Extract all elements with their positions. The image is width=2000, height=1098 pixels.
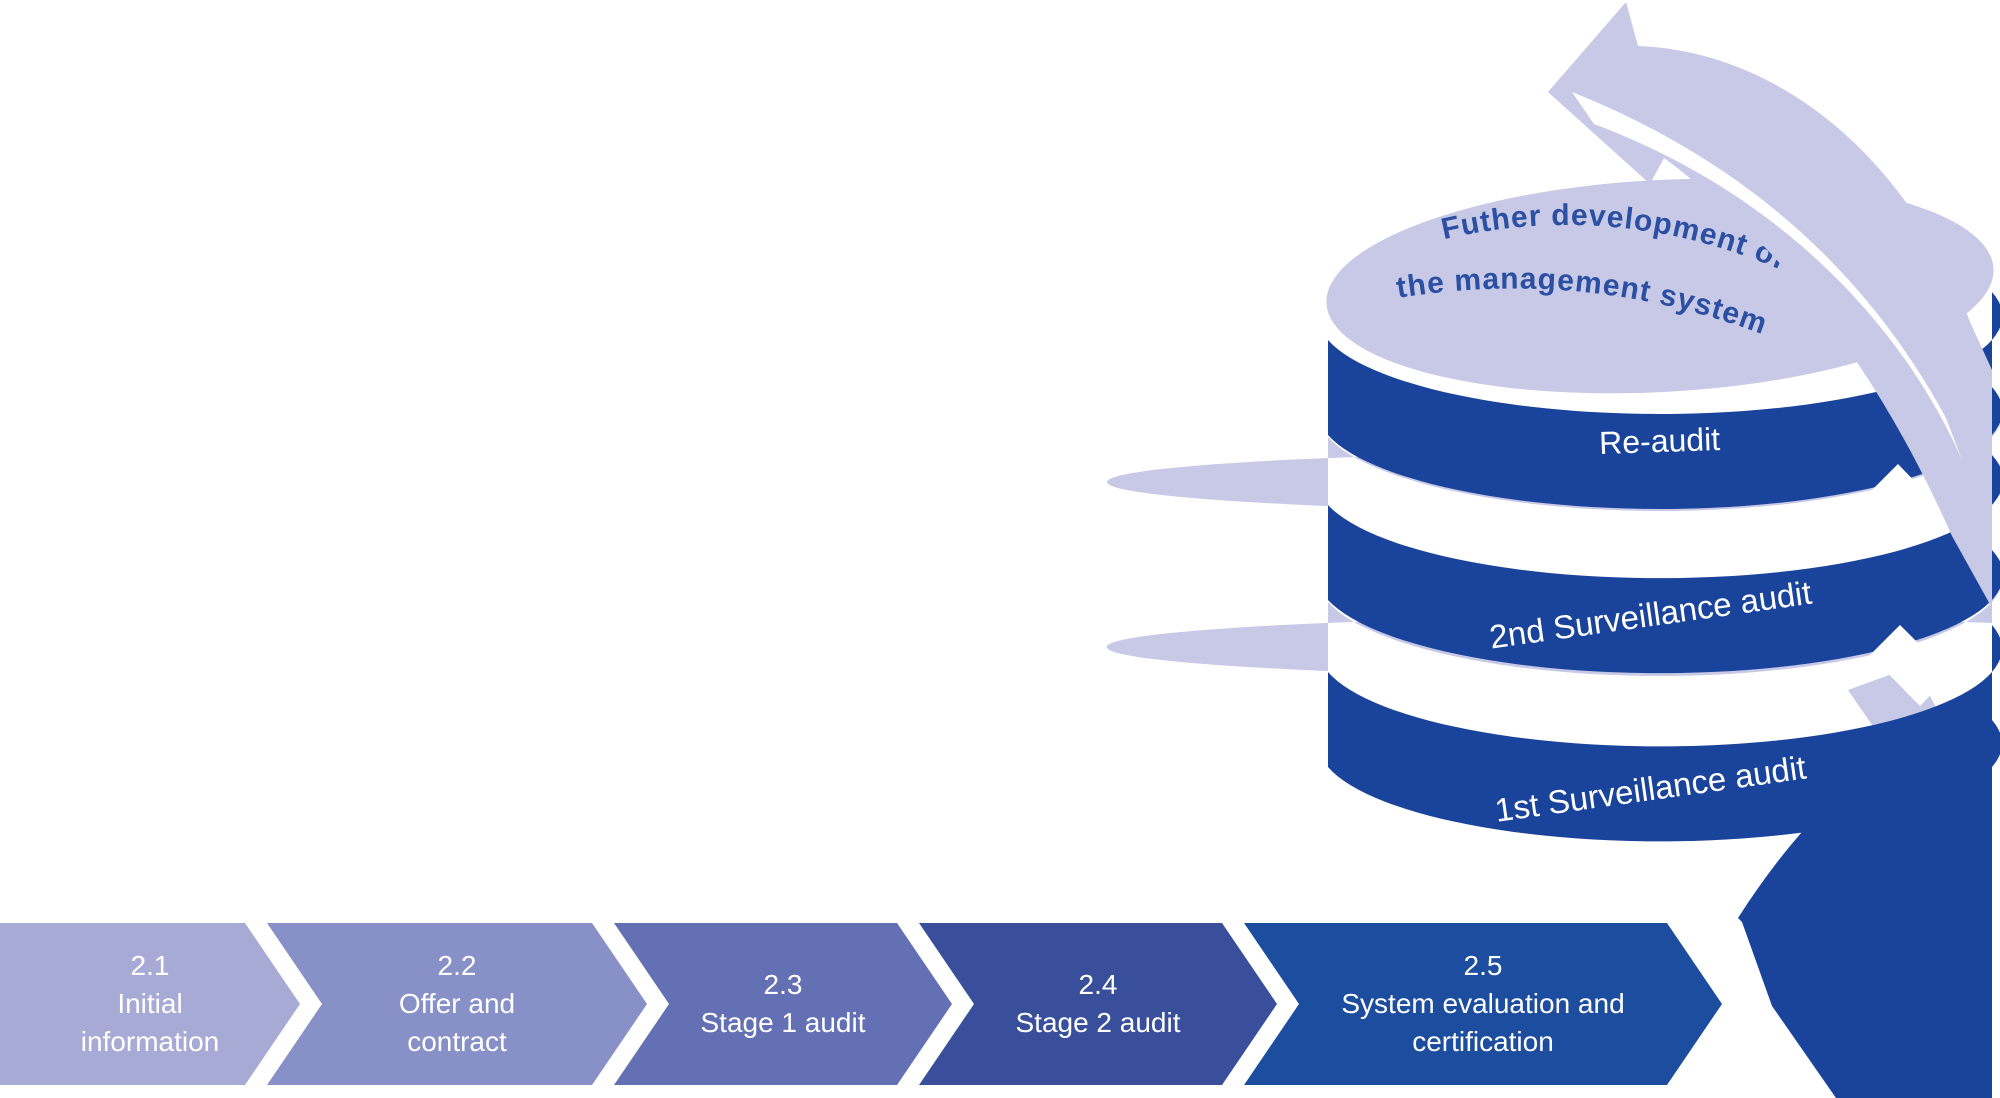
spiral-band-2nd-surveillance bbox=[1328, 455, 2000, 674]
step-label: System evaluation and certification bbox=[1341, 988, 1625, 1057]
step-number: 2.3 bbox=[763, 969, 803, 1000]
step-number: 2.5 bbox=[1463, 950, 1503, 981]
process-step-2-1: 2.1 Initial information bbox=[0, 923, 300, 1085]
process-step-2-3: 2.3 Stage 1 audit bbox=[614, 923, 952, 1085]
spiral-band-1st-surveillance bbox=[1328, 625, 2000, 842]
process-step-2-5: 2.5 System evaluation and certification bbox=[1244, 923, 1722, 1085]
spiral-bottom-sweep bbox=[1738, 688, 1992, 1098]
loop-arrow bbox=[1548, 2, 1992, 608]
step-label: Stage 2 audit bbox=[1015, 1007, 1181, 1038]
arrow-gap-crescent bbox=[1572, 92, 1962, 460]
spiral-band-re-audit bbox=[1328, 292, 2000, 509]
band-label-re-audit: Re-audit bbox=[1599, 421, 1721, 461]
step-number: 2.1 bbox=[130, 950, 170, 981]
spiral-gap-slash-2 bbox=[1870, 625, 1950, 706]
step-label: Offer and contract bbox=[398, 988, 516, 1057]
step-number: 2.4 bbox=[1078, 969, 1118, 1000]
step-label: Initial information bbox=[80, 988, 220, 1057]
step-label: Stage 1 audit bbox=[700, 1007, 866, 1038]
spiral-gap-slash-1 bbox=[1866, 464, 1944, 545]
process-step-2-2: 2.2 Offer and contract bbox=[267, 923, 647, 1085]
process-step-2-4: 2.4 Stage 2 audit bbox=[919, 923, 1277, 1085]
step-number: 2.2 bbox=[437, 950, 477, 981]
